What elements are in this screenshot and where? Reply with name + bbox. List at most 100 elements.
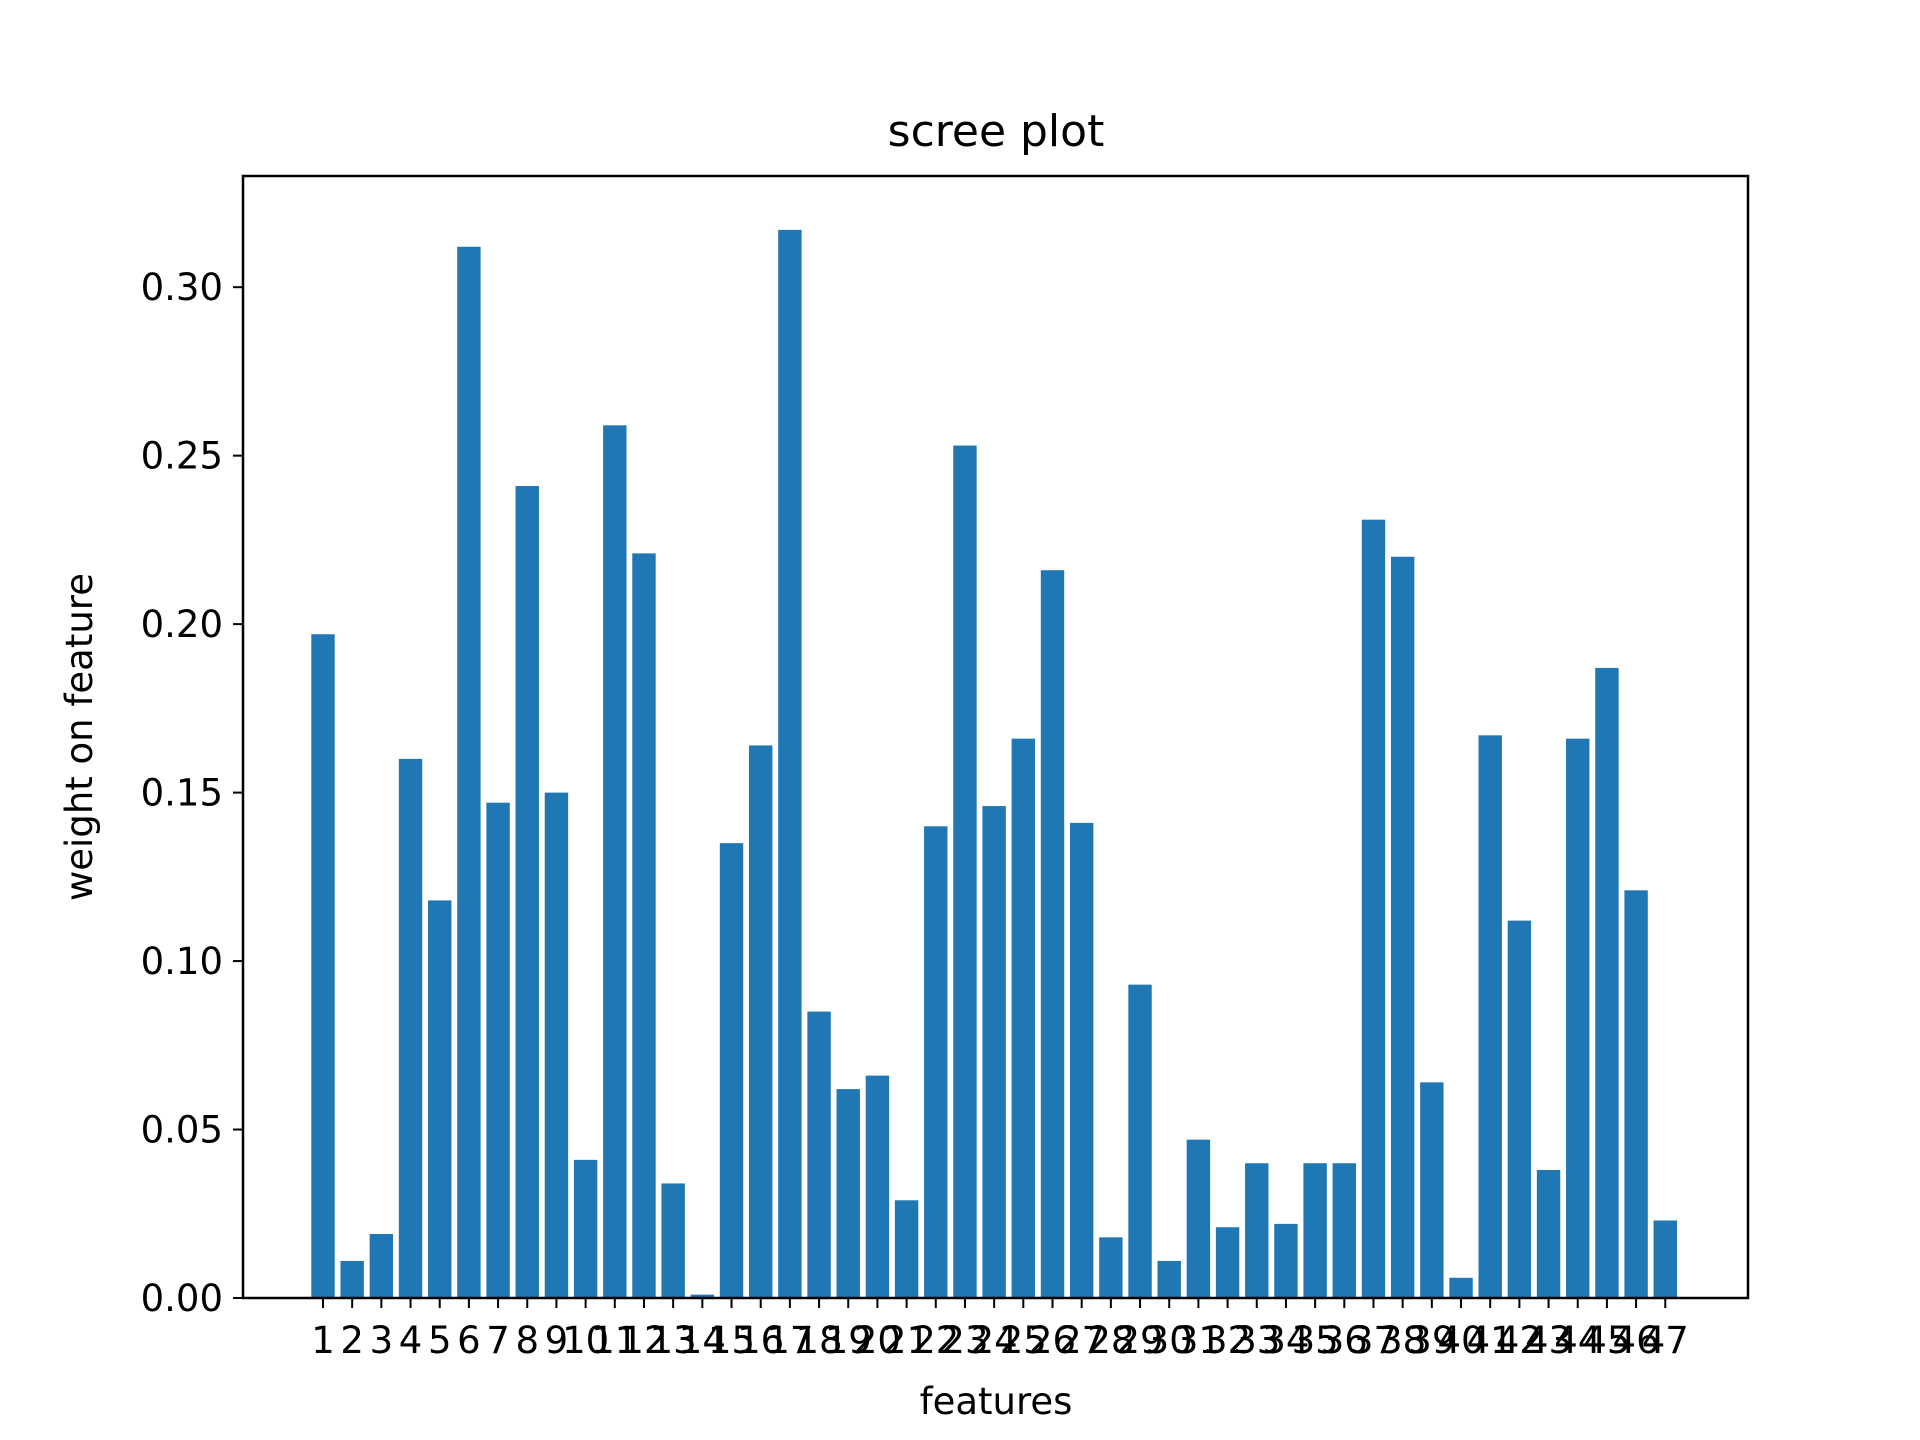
bar-21	[894, 1200, 919, 1298]
x-tick-label-33: 33	[1233, 1319, 1280, 1362]
bar-15	[719, 843, 744, 1298]
x-tick-label-35: 35	[1292, 1319, 1339, 1362]
x-tick-label-30: 30	[1146, 1319, 1193, 1362]
bar-19	[836, 1089, 860, 1298]
x-tick-label-11: 11	[591, 1319, 638, 1362]
x-tick-label-44: 44	[1554, 1319, 1601, 1362]
x-tick-label-1: 1	[311, 1319, 335, 1362]
x-tick-label-40: 40	[1437, 1319, 1484, 1362]
x-tick-label-5: 5	[428, 1319, 452, 1362]
bar-46	[1624, 890, 1648, 1298]
x-tick-label-19: 19	[825, 1319, 872, 1362]
bar-22	[924, 826, 948, 1298]
bar-16	[749, 745, 773, 1298]
x-tick-label-3: 3	[370, 1319, 394, 1362]
x-tick-label-20: 20	[854, 1319, 901, 1362]
x-tick-label-22: 22	[912, 1319, 959, 1362]
x-tick-label-34: 34	[1262, 1319, 1309, 1362]
x-axis-label: features	[920, 1380, 1073, 1423]
bar-36	[1332, 1163, 1356, 1298]
bar-39	[1420, 1082, 1444, 1298]
y-tick-label-0.15: 0.15	[141, 772, 223, 815]
y-tick-label-0.00: 0.00	[141, 1277, 223, 1320]
x-tick-label-25: 25	[1000, 1319, 1047, 1362]
y-tick-label-0.05: 0.05	[141, 1109, 223, 1152]
y-tick-label-0.30: 0.30	[141, 266, 223, 309]
x-tick-label-15: 15	[708, 1319, 755, 1362]
bar-8	[515, 485, 539, 1299]
bar-3	[369, 1233, 394, 1298]
bar-4	[398, 758, 423, 1298]
x-tick-label-6: 6	[457, 1319, 481, 1362]
bar-42	[1507, 920, 1532, 1298]
bar-26	[1040, 570, 1065, 1298]
bar-30	[1157, 1260, 1181, 1298]
x-tick-label-8: 8	[515, 1319, 539, 1362]
x-tick-label-16: 16	[737, 1319, 784, 1362]
chart-title: scree plot	[888, 106, 1105, 157]
bar-1	[311, 634, 335, 1298]
bar-43	[1536, 1169, 1561, 1298]
bar-35	[1303, 1163, 1327, 1298]
bar-47	[1653, 1220, 1677, 1298]
x-tick-label-18: 18	[796, 1319, 843, 1362]
bar-38	[1390, 556, 1415, 1298]
bar-10	[573, 1159, 598, 1298]
bar-34	[1274, 1223, 1298, 1298]
bar-41	[1478, 735, 1502, 1298]
bar-9	[544, 792, 569, 1298]
bar-45	[1595, 667, 1619, 1298]
bar-2	[340, 1260, 364, 1298]
x-tick-label-27: 27	[1058, 1319, 1105, 1362]
bar-32	[1215, 1227, 1240, 1298]
x-axis-ticks: 1 2 3 4 5 6 7 8 91011121314151617181920212223242…	[311, 1298, 1689, 1362]
bar-44	[1566, 738, 1590, 1298]
x-tick-label-4: 4	[399, 1319, 423, 1362]
x-tick-label-14: 14	[679, 1319, 726, 1362]
x-tick-label-26: 26	[1029, 1319, 1076, 1362]
x-tick-label-10: 10	[562, 1319, 609, 1362]
bar-18	[807, 1011, 831, 1298]
x-tick-label-24: 24	[971, 1319, 1018, 1362]
bar-23	[953, 445, 977, 1298]
bar-11	[603, 425, 627, 1299]
bar-29	[1128, 984, 1152, 1298]
x-tick-label-23: 23	[941, 1319, 988, 1362]
bar-6	[457, 246, 481, 1298]
x-tick-label-47: 47	[1642, 1319, 1689, 1362]
bar-5	[428, 900, 452, 1298]
bar-13	[661, 1183, 685, 1298]
x-tick-label-37: 37	[1350, 1319, 1397, 1362]
x-tick-label-29: 29	[1116, 1319, 1163, 1362]
x-tick-label-9: 9	[545, 1319, 569, 1362]
x-tick-label-43: 43	[1525, 1319, 1572, 1362]
x-tick-label-46: 46	[1613, 1319, 1660, 1362]
bar-17	[778, 229, 802, 1298]
y-tick-label-0.10: 0.10	[141, 940, 223, 983]
bar-20	[865, 1075, 890, 1298]
bar-40	[1449, 1277, 1473, 1298]
bar-31	[1186, 1139, 1211, 1298]
plot-frame	[241, 174, 1750, 1300]
x-tick-label-36: 36	[1321, 1319, 1368, 1362]
x-tick-label-13: 13	[650, 1319, 697, 1362]
x-tick-label-7: 7	[486, 1319, 510, 1362]
bar-12	[632, 553, 656, 1298]
x-tick-label-39: 39	[1408, 1319, 1455, 1362]
bar-25	[1011, 738, 1036, 1298]
x-tick-label-17: 17	[766, 1319, 813, 1362]
bar-24	[982, 806, 1006, 1298]
bar-37	[1361, 519, 1386, 1298]
y-axis-label: weight on feature	[58, 573, 101, 901]
x-tick-label-32: 32	[1204, 1319, 1251, 1362]
bar-28	[1099, 1237, 1123, 1298]
x-tick-label-12: 12	[620, 1319, 667, 1362]
y-tick-label-0.20: 0.20	[141, 603, 223, 646]
y-tick-label-0.25: 0.25	[141, 435, 223, 478]
x-tick-label-38: 38	[1379, 1319, 1426, 1362]
x-tick-label-42: 42	[1496, 1319, 1543, 1362]
x-tick-label-28: 28	[1087, 1319, 1134, 1362]
bar-14	[690, 1294, 715, 1298]
x-tick-label-2: 2	[340, 1319, 364, 1362]
